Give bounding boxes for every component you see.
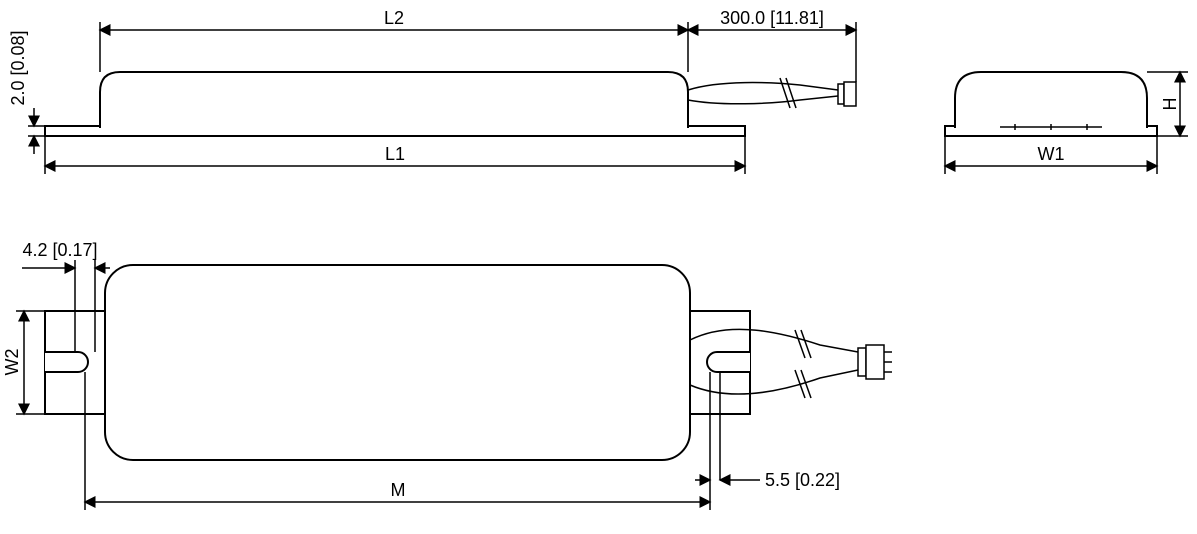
dim-w1: W1 bbox=[1038, 144, 1065, 164]
dim-l2: L2 bbox=[384, 8, 404, 28]
dim-cable-length: 300.0 [11.81] bbox=[720, 8, 824, 28]
dim-h: H bbox=[1160, 98, 1180, 111]
dim-tab-thickness: 2.0 [0.08] bbox=[8, 30, 28, 105]
dim-l1: L1 bbox=[385, 144, 405, 164]
side-view: L2 300.0 [11.81] L1 2.0 [0.08] bbox=[8, 8, 856, 174]
dim-slot-dia: 5.5 [0.22] bbox=[765, 470, 840, 490]
technical-drawing: L2 300.0 [11.81] L1 2.0 [0.08] W1 bbox=[0, 0, 1197, 534]
dim-m: M bbox=[391, 480, 406, 500]
dim-w2: W2 bbox=[2, 349, 22, 376]
dim-slot-width: 4.2 [0.17] bbox=[22, 240, 97, 260]
end-view: W1 H bbox=[945, 72, 1188, 174]
top-view: 4.2 [0.17] W2 M 5.5 [0.22] bbox=[2, 240, 892, 510]
